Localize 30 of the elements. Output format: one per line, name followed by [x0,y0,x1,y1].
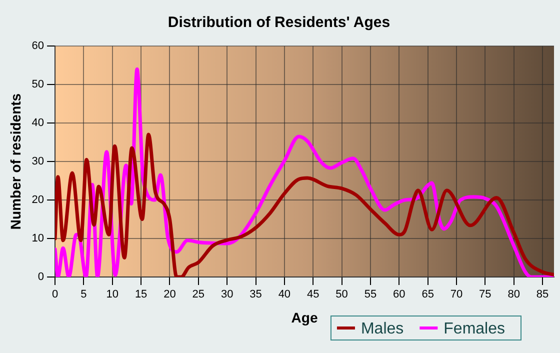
x-tick-label: 60 [393,288,406,301]
x-tick-label: 15 [134,288,148,301]
x-tick-label: 75 [479,288,492,301]
y-tick-label: 50 [32,78,44,91]
legend-label: Males [360,320,404,338]
y-tick-label: 60 [32,40,44,52]
y-tick-label: 10 [32,232,44,245]
x-tick-label: 20 [164,288,176,301]
y-tick-label: 40 [32,117,44,130]
y-axis-title: Number of residents [7,93,24,230]
x-tick-label: 40 [278,288,291,301]
legend-label: Females [444,320,506,338]
x-tick-label: 85 [536,288,549,301]
x-tick-label: 0 [52,288,58,301]
x-tick-label: 30 [220,288,234,301]
x-tick-label: 50 [336,288,348,301]
x-tick-label: 10 [106,288,119,301]
x-tick-label: 25 [192,288,205,301]
x-tick-label: 35 [250,288,262,301]
y-tick-label: 30 [32,156,44,168]
x-tick-label: 70 [450,288,463,301]
y-tick-label: 20 [32,194,44,206]
x-tick-label: 65 [422,288,434,301]
x-tick-label: 80 [508,288,520,301]
x-axis-title: Age [291,309,318,326]
x-tick-label: 55 [364,288,377,301]
chart-title: Distribution of Residents' Ages [168,14,390,32]
x-tick-label: 5 [80,288,87,301]
x-tick-label: 45 [306,288,320,301]
y-tick-label: 0 [38,271,44,284]
